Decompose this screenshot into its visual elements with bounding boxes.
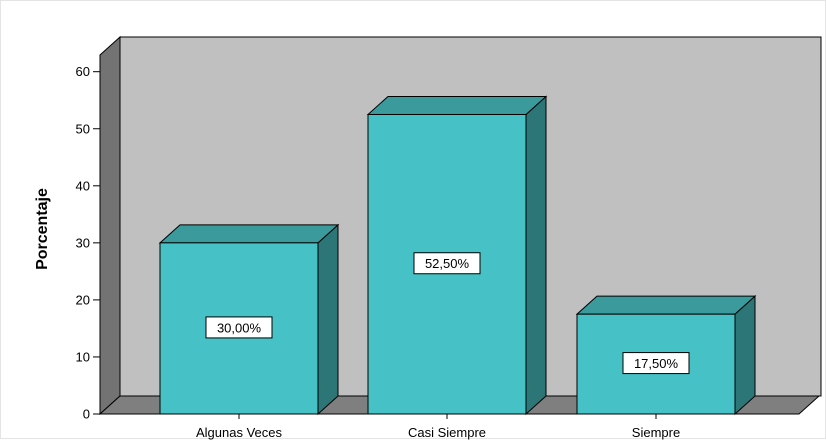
data-label-box (205, 316, 273, 339)
y-tick-label: 20 (76, 292, 90, 307)
y-tick-label: 10 (76, 349, 90, 364)
bar-side-face (525, 95, 547, 416)
data-label: 30,00% (217, 320, 262, 335)
bar-front-face (576, 313, 736, 415)
data-label: 17,50% (634, 356, 679, 371)
x-tick-label: Casi Siempre (408, 425, 486, 440)
data-label-box (413, 252, 481, 275)
data-label: 52,50% (425, 256, 470, 271)
y-tick-label: 60 (76, 64, 90, 79)
y-tick-label: 40 (76, 178, 90, 193)
x-tick-label: Siempre (632, 425, 680, 440)
bar-casi-siempre: 52,50% (366, 95, 548, 416)
bar-top-face (366, 95, 548, 115)
bar-top-face (158, 224, 340, 244)
y-tick-label: 0 (83, 407, 90, 422)
x-axis-labels: Algunas Veces Casi Siempre Siempre (196, 414, 680, 440)
data-label-box (622, 352, 690, 375)
chart-side-wall (99, 35, 121, 416)
y-axis-label: Porcentaje (34, 188, 51, 270)
bar-top-face (575, 295, 757, 315)
bar-side-face (734, 295, 756, 416)
x-tick-label: Algunas Veces (196, 425, 283, 440)
bar-algunas-veces: 30,00% (158, 223, 340, 416)
bar-side-face (317, 223, 339, 416)
y-tick-label: 30 (76, 235, 90, 250)
bar-siempre: 17,50% (575, 295, 757, 416)
y-axis-ticks: 0 10 20 30 40 50 60 (76, 64, 100, 422)
y-tick-label: 50 (76, 121, 90, 136)
